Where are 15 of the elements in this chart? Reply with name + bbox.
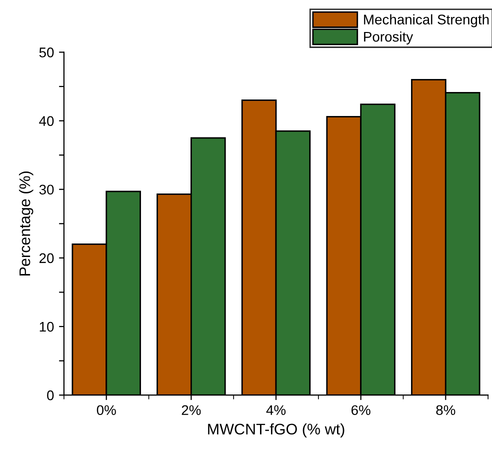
- x-axis-title: MWCNT-fGO (% wt): [208, 423, 344, 438]
- y-tick-label: 30: [39, 184, 54, 195]
- y-tick-label: 40: [39, 116, 54, 126]
- y-tick-label: 50: [39, 48, 54, 58]
- y-tick-label: 0: [47, 390, 54, 400]
- x-tick-label: 2%: [182, 405, 201, 415]
- x-tick-label: 8%: [436, 405, 456, 416]
- y-tick-label: 10: [40, 322, 54, 332]
- legend-label: Mechanical Strength: [364, 14, 489, 28]
- x-tick-label: 6%: [352, 405, 370, 416]
- x-tick-label: 4%: [266, 405, 286, 415]
- legend-label: Porosity: [364, 31, 414, 44]
- y-axis-title: Percentage (%): [18, 172, 34, 276]
- y-tick-label: 20: [39, 253, 54, 264]
- x-tick-label: 0%: [96, 405, 116, 416]
